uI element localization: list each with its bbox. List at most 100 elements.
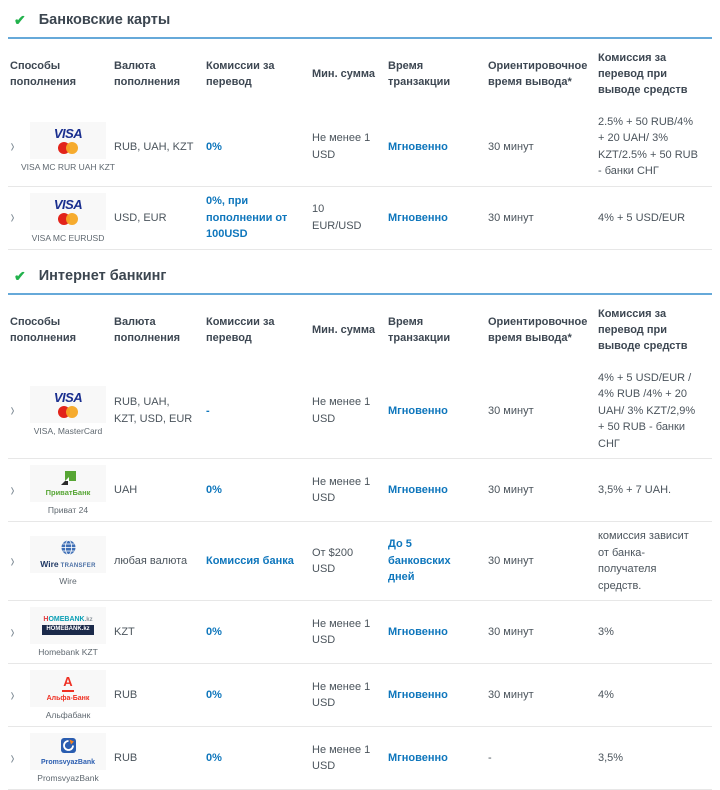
min-sum-cell: Не менее 1 USD [312, 396, 371, 425]
currency-cell: любая валюта [114, 554, 188, 567]
column-header: Время транзакции [388, 59, 451, 88]
min-sum-cell: Не менее 1 USD [312, 680, 371, 710]
method-cell: PromsvyazBank PromsvyazBank [30, 733, 114, 783]
mastercard-logo [58, 212, 78, 225]
method-cell: А Альфа-Банк Альфабанк [30, 670, 114, 720]
withdrawal-time-cell: 30 минут [488, 625, 534, 638]
method-label: PromsvyazBank [37, 773, 99, 784]
withdrawal-fee-cell: комиссия зависит от банка-получателя сре… [598, 530, 689, 592]
alfabank-underline [62, 690, 74, 693]
withdrawal-fee-cell: 3% [598, 625, 614, 638]
withdrawal-time-cell: 30 минут [488, 483, 534, 496]
withdrawal-fee-cell: 2.5% + 50 RUB/4% + 20 UAH/ 3% KZT/2.5% +… [598, 115, 698, 178]
method-cell: ПриватБанк Приват 24 [30, 465, 114, 515]
min-sum-cell: Не менее 1 USD [312, 743, 371, 773]
transaction-time-cell: Мгновенно [388, 483, 448, 496]
chevron-right-icon[interactable]: › [10, 136, 15, 158]
currency-cell: KZT [114, 625, 135, 638]
table-row[interactable]: › А Альфа-Банк Альфабанк RUB 0% Не менее … [8, 664, 712, 728]
homebank-bar-text: HOMEBANK.kz [42, 625, 94, 635]
column-header: Валюта пополнения [114, 315, 181, 344]
method-cell: VISA VISA MC RUR UAH KZT [21, 121, 115, 172]
column-header: Валюта пополнения [114, 59, 181, 88]
method-label: VISA, MasterCard [33, 425, 103, 436]
row-expand-cell: › [8, 136, 30, 158]
homebank-rest: OMEBANK [48, 616, 85, 624]
table-row[interactable]: › ПриватБанк Приват 24 UAH 0% Не менее 1… [8, 459, 712, 523]
payment-section: ✔ Интернет банкинг Способы пополнения Вал… [8, 264, 712, 790]
table-row[interactable]: › VISA VISA, MasterCard RUB, UAH, KZT, U… [8, 364, 712, 460]
min-sum-cell: От $200 USD [312, 546, 354, 576]
transaction-time-cell: До 5 банковских дней [388, 538, 451, 584]
visa-logo: VISA [53, 389, 83, 405]
mastercard-orange-circle [66, 141, 78, 154]
section-title: Интернет банкинг [38, 267, 167, 284]
sections-root: ✔ Банковские карты Способы пополнения Вал… [8, 8, 712, 790]
method-label: Альфабанк [45, 710, 91, 721]
globe-icon [61, 540, 76, 558]
row-expand-cell: › [8, 207, 30, 229]
column-header: Комиссия за перевод при выводе средств [598, 52, 688, 96]
mastercard-orange-circle [66, 405, 78, 418]
transfer-fee-cell: - [206, 404, 210, 417]
row-expand-cell: › [8, 400, 30, 422]
table-row[interactable]: › VISA VISA MC RUR UAH KZT RUB, UAH, KZT… [8, 108, 712, 187]
chevron-right-icon[interactable]: › [10, 550, 15, 572]
column-header: Мин. сумма [312, 67, 376, 80]
table-row[interactable]: › HOMEBANK.kz HOMEBANK.kz Homebank KZT KZ… [8, 601, 712, 665]
withdrawal-fee-cell: 4% + 5 USD/EUR / 4% RUB /4% + 20 UAH/ 3%… [598, 371, 696, 450]
chevron-right-icon[interactable]: › [10, 747, 15, 769]
transaction-time-cell: Мгновенно [388, 211, 448, 224]
transaction-time-cell: Мгновенно [388, 688, 448, 701]
table-header-row: Способы пополнения Валюта пополнения Комис… [8, 295, 712, 364]
transaction-time-cell: Мгновенно [388, 751, 448, 764]
withdrawal-time-cell: 30 минут [488, 140, 534, 153]
column-header: Ориентировочное время вывода* [488, 59, 588, 88]
transfer-fee-cell: 0% [206, 625, 222, 638]
chevron-right-icon[interactable]: › [10, 479, 15, 501]
mastercard-logo [58, 405, 78, 418]
column-header: Способы пополнения [10, 59, 77, 88]
method-cell: VISA VISA MC EURUSD [30, 192, 114, 243]
withdrawal-time-cell: 30 минут [488, 404, 534, 417]
chevron-right-icon[interactable]: › [10, 400, 15, 422]
homebank-logo-text: HOMEBANK.kz [43, 616, 92, 624]
method-cell: Wire TRANSFER Wire [30, 536, 114, 586]
withdrawal-time-cell: - [488, 751, 492, 764]
wire-transfer-logo-text: Wire TRANSFER [40, 559, 95, 569]
currency-cell: RUB, UAH, KZT, USD, EUR [114, 396, 193, 425]
payment-section: ✔ Банковские карты Способы пополнения Вал… [8, 8, 712, 250]
homebank-logo: HOMEBANK.kz HOMEBANK.kz [30, 607, 106, 645]
privatbank-logo-text: ПриватБанк [45, 487, 91, 497]
column-header: Ориентировочное время вывода* [488, 315, 588, 344]
withdrawal-time-cell: 30 минут [488, 211, 534, 224]
method-label: VISA MC RUR UAH KZT [21, 161, 115, 172]
column-header: Время транзакции [388, 315, 451, 344]
section-header: ✔ Банковские карты [8, 8, 712, 39]
table-row[interactable]: › VISA VISA MC EURUSD USD, EUR 0%, при п… [8, 187, 712, 250]
currency-cell: USD, EUR [114, 211, 167, 224]
transfer-fee-cell: 0%, при пополнении от 100USD [206, 195, 288, 241]
chevron-right-icon[interactable]: › [10, 207, 15, 229]
chevron-right-icon[interactable]: › [10, 621, 15, 643]
transfer-fee-cell: 0% [206, 688, 222, 701]
check-icon: ✔ [14, 12, 26, 28]
transfer-word: TRANSFER [60, 563, 96, 570]
currency-cell: RUB [114, 751, 138, 764]
chevron-right-icon[interactable]: › [10, 684, 15, 706]
method-label: Homebank KZT [38, 647, 98, 658]
column-header: Мин. сумма [312, 323, 376, 336]
privatbank-mark-icon [60, 470, 76, 488]
transfer-fee-cell: 0% [206, 483, 222, 496]
transfer-fee-cell: 0% [206, 751, 222, 764]
min-sum-cell: Не менее 1 USD [312, 132, 371, 161]
min-sum-cell: Не менее 1 USD [312, 617, 371, 647]
withdrawal-time-cell: 30 минут [488, 688, 534, 701]
row-expand-cell: › [8, 621, 30, 643]
withdrawal-fee-cell: 4% + 5 USD/EUR [598, 211, 686, 224]
table-row[interactable]: › Wire TRANSFER Wire любая валюта Комисси… [8, 522, 712, 602]
method-cell: VISA VISA, MasterCard [30, 385, 114, 436]
mastercard-logo [58, 141, 78, 154]
table-row[interactable]: › PromsvyazBank PromsvyazBank RUB 0% Не … [8, 727, 712, 790]
column-header: Комиссия за перевод при выводе средств [598, 307, 688, 352]
